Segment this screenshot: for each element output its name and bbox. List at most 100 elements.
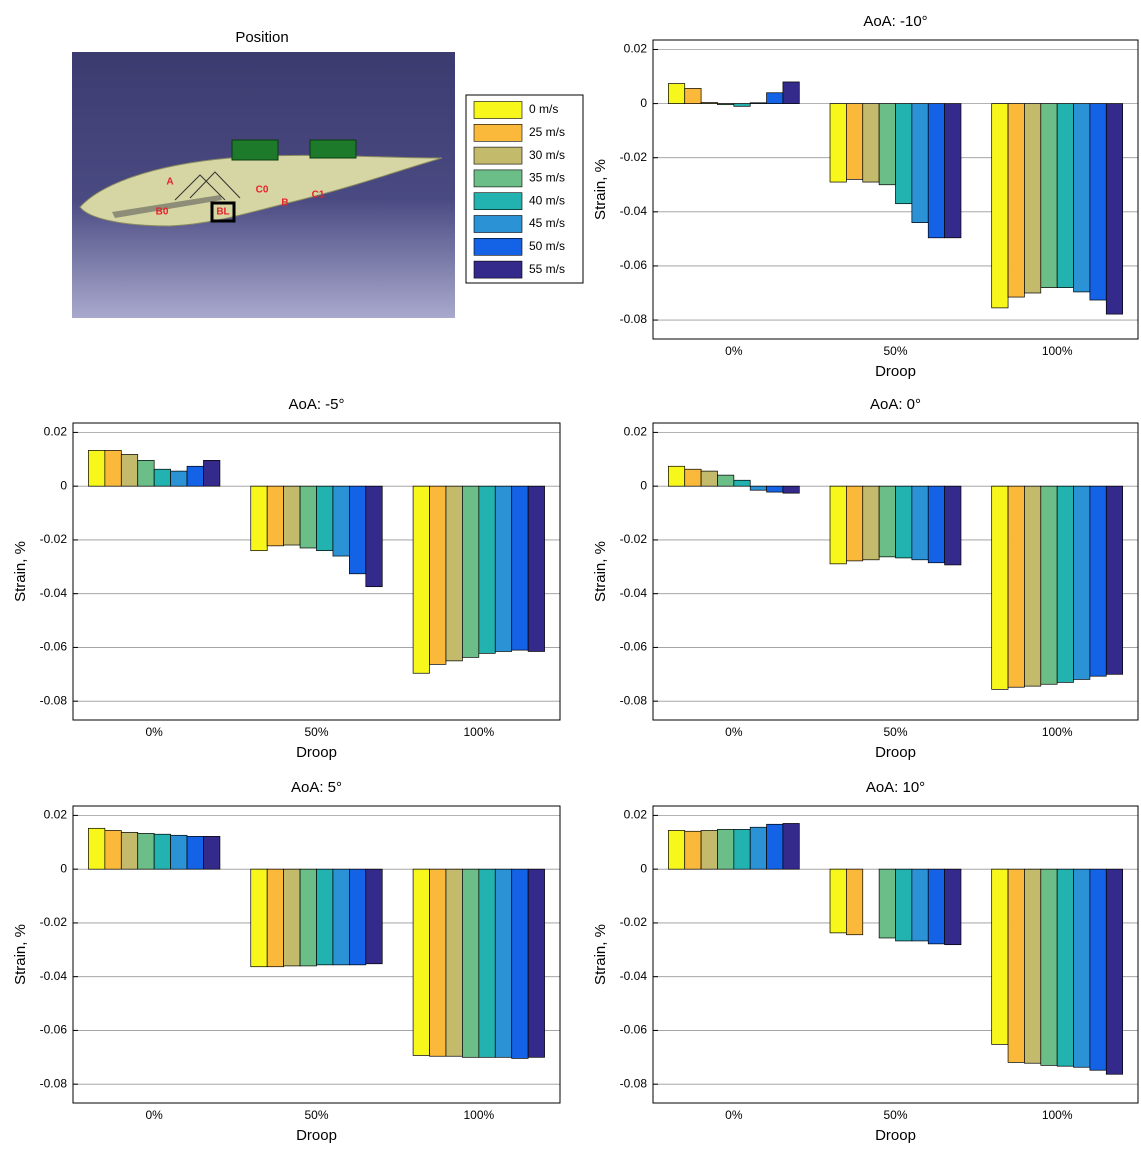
bar (250, 868, 268, 968)
y-tick-label: 0.02 (624, 808, 648, 822)
bar (1040, 868, 1058, 1066)
position-title: Position (235, 29, 288, 46)
bar (365, 868, 383, 965)
bar (365, 485, 383, 588)
bar (878, 868, 896, 939)
bar (104, 450, 122, 487)
y-axis-label: Strain, % (12, 541, 29, 602)
bar (1073, 868, 1091, 1068)
bar (717, 829, 735, 870)
x-axis-label: Droop (875, 744, 916, 761)
bar (511, 485, 529, 651)
bar (445, 485, 463, 662)
bar (1105, 868, 1123, 1075)
bar (927, 103, 945, 239)
bar (733, 479, 751, 487)
bar (316, 485, 334, 552)
x-tick-label: 0% (725, 1108, 743, 1122)
bar (1007, 868, 1025, 1063)
legend-swatch (473, 124, 523, 142)
y-tick-label: -0.08 (620, 693, 648, 707)
legend-label: 40 m/s (529, 193, 565, 207)
bar (1089, 103, 1107, 301)
x-tick-label: 100% (1042, 725, 1073, 739)
bar (749, 485, 767, 491)
position-image (72, 52, 455, 318)
bar (829, 485, 847, 565)
bar (494, 868, 513, 1058)
legend-swatch (473, 238, 523, 256)
chart-title: AoA: -10° (863, 13, 927, 30)
bar (829, 103, 847, 183)
bar (137, 460, 155, 487)
bar (332, 868, 350, 966)
bar (862, 103, 880, 183)
x-tick-label: 100% (463, 725, 494, 739)
bar (895, 868, 913, 942)
bar (104, 830, 122, 870)
bar (684, 88, 702, 104)
plot-frame (652, 805, 1139, 1104)
bar (445, 868, 463, 1057)
bar (283, 868, 301, 967)
y-tick-label: -0.02 (620, 532, 648, 546)
y-tick-label: 0.02 (44, 808, 68, 822)
bar (527, 868, 545, 1058)
bar (733, 829, 751, 870)
bar (462, 485, 480, 658)
y-tick-label: -0.02 (40, 532, 68, 546)
bar (733, 103, 751, 107)
bar (120, 454, 139, 487)
bar (911, 103, 929, 223)
y-tick-label: -0.06 (620, 258, 648, 272)
bar (878, 485, 896, 558)
bar (299, 485, 317, 549)
bar (137, 833, 155, 870)
bar (749, 826, 767, 870)
y-tick-label: -0.02 (40, 915, 68, 929)
y-tick-label: -0.04 (40, 969, 68, 983)
y-tick-label: -0.02 (620, 150, 648, 164)
bar (266, 485, 284, 547)
bar (782, 823, 800, 870)
chart-title: AoA: 10° (866, 779, 925, 796)
y-tick-label: -0.06 (40, 1023, 68, 1037)
bar (1024, 868, 1042, 1064)
bar (717, 103, 735, 106)
bar (478, 868, 496, 1058)
bar (700, 830, 718, 870)
y-axis-label: Strain, % (12, 924, 29, 985)
y-tick-label: -0.06 (620, 640, 648, 654)
y-tick-label: -0.04 (620, 969, 648, 983)
legend-swatch (473, 260, 523, 279)
bar (1089, 485, 1107, 677)
x-tick-label: 100% (1042, 1108, 1073, 1122)
y-tick-label: -0.08 (40, 1076, 68, 1090)
legend-swatch (473, 146, 523, 165)
x-axis-label: Droop (296, 744, 337, 761)
bar (944, 868, 962, 946)
bar (462, 868, 480, 1058)
position-label: B (281, 198, 288, 209)
bar (412, 485, 430, 674)
bar (527, 485, 545, 652)
bar (203, 836, 221, 870)
bar (700, 470, 718, 487)
y-tick-label: -0.06 (40, 640, 68, 654)
y-tick-label: -0.04 (620, 204, 648, 218)
position-label: BL (216, 207, 229, 218)
legend-label: 50 m/s (529, 239, 565, 253)
bar (511, 868, 529, 1059)
y-tick-label: 0 (640, 861, 647, 875)
bar (153, 468, 171, 487)
legend-swatch (473, 215, 523, 233)
bar (203, 460, 221, 487)
bar (1056, 103, 1074, 288)
bar (927, 868, 945, 945)
plot-frame (652, 39, 1139, 340)
bar (991, 103, 1009, 309)
bar (782, 485, 800, 494)
bar (1024, 485, 1042, 687)
y-tick-label: 0 (640, 478, 647, 492)
